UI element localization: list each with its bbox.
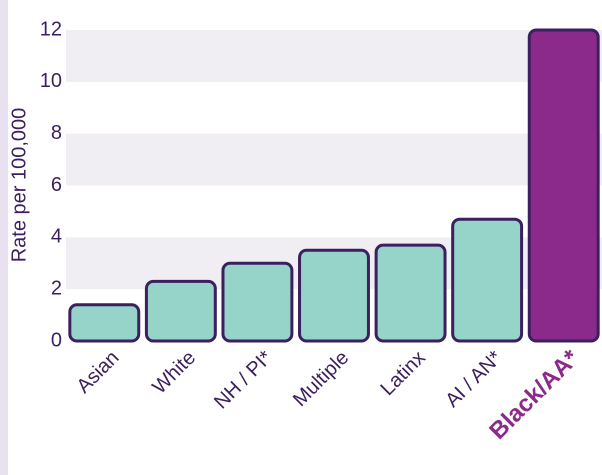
y-axis-title: Rate per 100,000 [8, 108, 30, 263]
bar [68, 303, 141, 343]
side-strip [0, 0, 8, 475]
y-tick-label: 4 [51, 226, 62, 248]
grid-band [66, 30, 602, 82]
x-tick-label: White [148, 347, 200, 399]
x-tick-label: Multiple [289, 347, 353, 411]
y-tick-label: 12 [40, 18, 62, 40]
x-tick-label: NH / PI* [210, 347, 277, 414]
x-tick-label: AI / AN* [441, 347, 506, 412]
grid-band [66, 133, 602, 186]
y-tick-label: 0 [51, 329, 62, 351]
bar [144, 279, 217, 343]
y-tick-label: 6 [51, 174, 62, 196]
bar [451, 217, 524, 343]
bar [527, 28, 600, 343]
y-tick-label: 10 [40, 70, 62, 92]
bar [298, 248, 370, 343]
x-tick-label: Latinx [377, 347, 430, 400]
y-tick-label: 8 [51, 122, 62, 144]
x-tick-label: Asian [73, 347, 124, 398]
bar [221, 261, 294, 343]
bar [374, 243, 447, 343]
y-tick-label: 2 [51, 277, 62, 299]
